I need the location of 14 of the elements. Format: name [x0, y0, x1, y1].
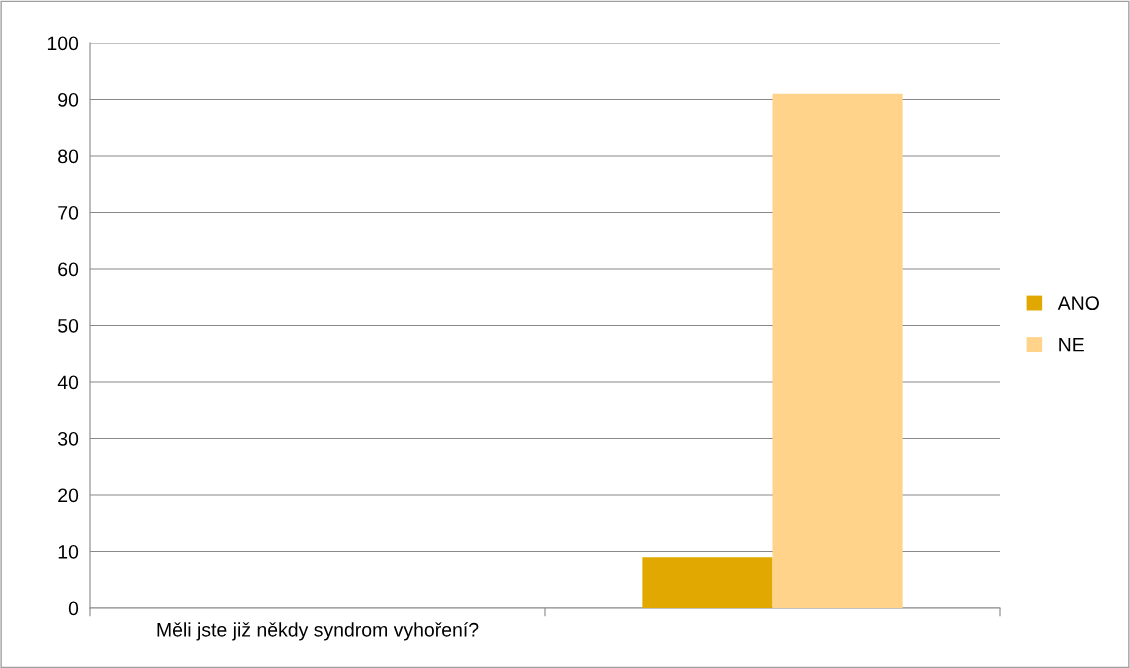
y-tick-label: 10: [58, 544, 79, 559]
x-tick-label: Měli jste již někdy syndrom vyhoření?: [157, 622, 479, 641]
legend-label: NE: [1059, 337, 1084, 352]
y-tick-label: 100: [47, 36, 79, 51]
y-tick-label: 40: [57, 375, 79, 390]
legend-label: ANO: [1057, 296, 1099, 310]
y-tick-label: 60: [58, 262, 79, 277]
y-tick-label: 70: [58, 205, 79, 220]
y-tick-label: 30: [58, 431, 79, 446]
y-tick-label: 50: [58, 318, 79, 333]
y-tick-label: 90: [58, 92, 79, 107]
y-tick-label: 20: [58, 488, 79, 503]
y-tick-label: 0: [68, 601, 79, 616]
y-tick-label: 80: [58, 149, 79, 164]
